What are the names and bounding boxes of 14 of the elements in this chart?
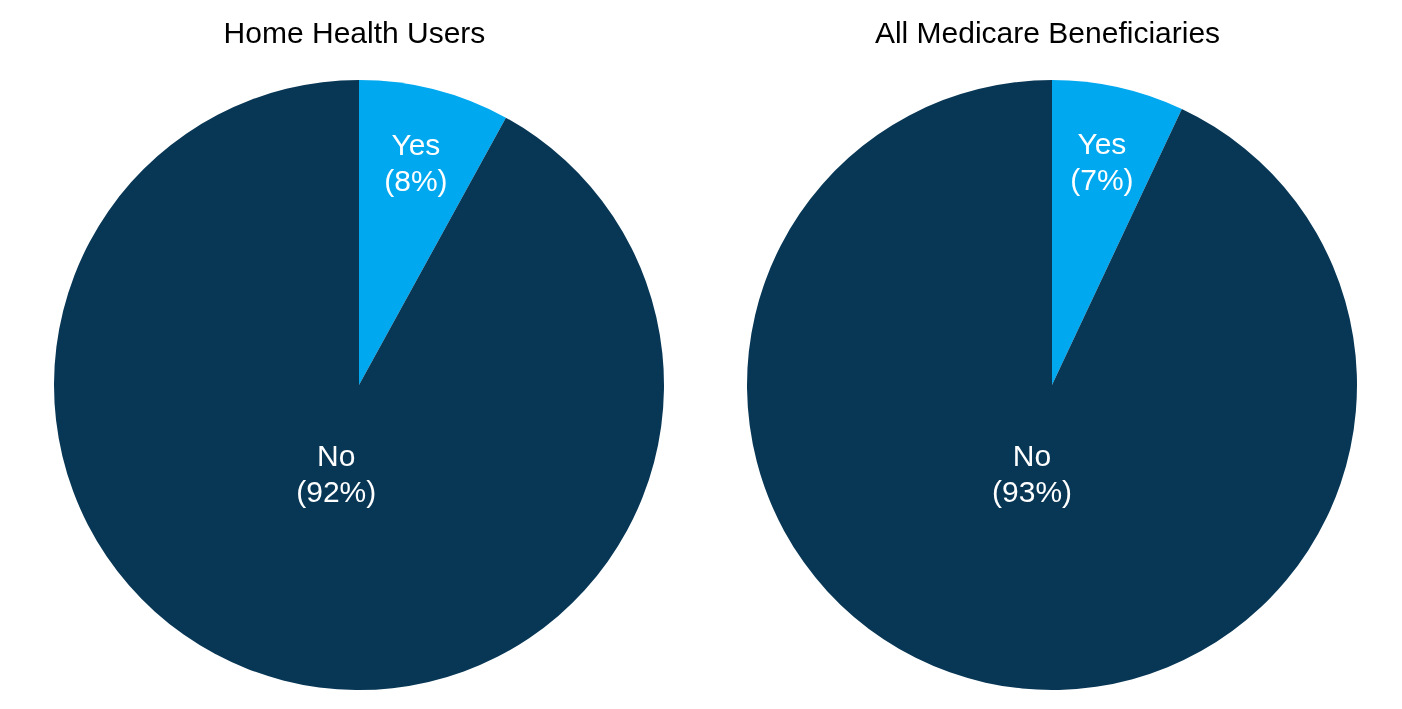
slice-label: No (317, 438, 356, 472)
data-label: (92%) (296, 474, 377, 508)
data-label: (8%) (384, 164, 448, 198)
pie-slice (1052, 80, 1182, 385)
pie-slice (747, 80, 1357, 690)
pie-slice (359, 80, 506, 385)
pie-slice (54, 80, 664, 690)
data-label: (7%) (1070, 162, 1134, 196)
slice-label: Yes (391, 128, 441, 162)
slice-label: Yes (1077, 126, 1127, 160)
chart-title: Home Health Users (222, 16, 487, 50)
slice-label: No (1012, 439, 1052, 473)
chart-title: All Medicare Beneficiaries (873, 16, 1222, 50)
data-label: (93%) (992, 475, 1073, 509)
